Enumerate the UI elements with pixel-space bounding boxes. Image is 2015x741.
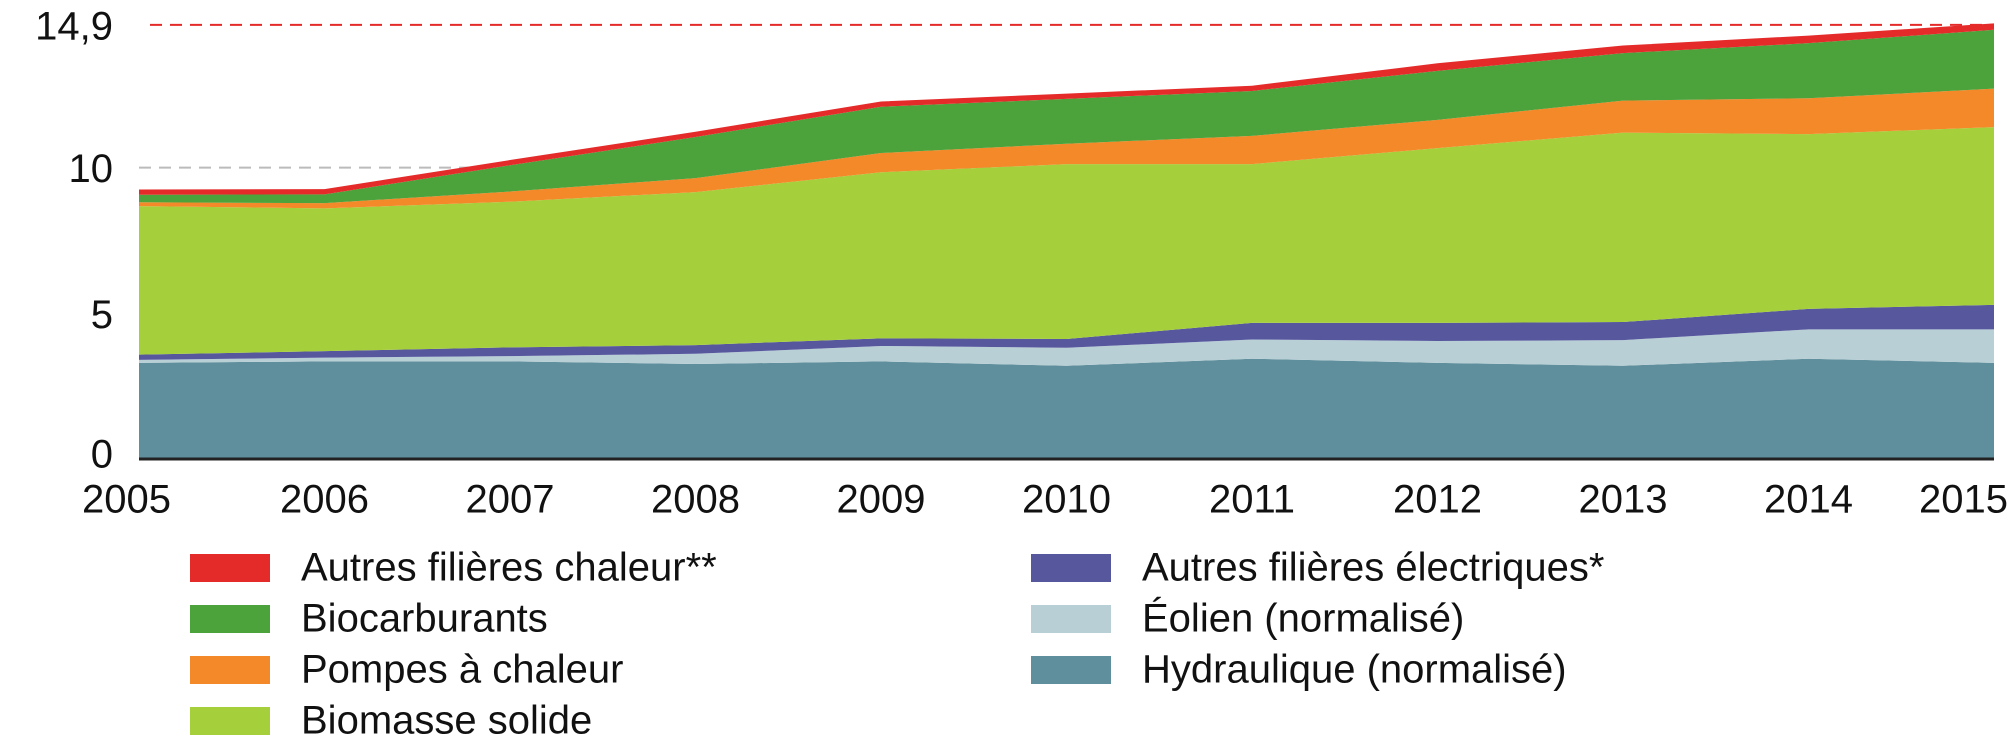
y-tick-label: 0 xyxy=(91,433,113,477)
y-tick-label: 5 xyxy=(91,293,113,337)
area xyxy=(139,329,1994,366)
legend-label: Pompes à chaleur xyxy=(301,648,623,692)
legend-label: Éolien (normalisé) xyxy=(1142,596,1464,641)
area xyxy=(139,29,1994,204)
legend-swatch xyxy=(190,656,270,684)
area xyxy=(139,88,1994,209)
x-tick-label: 2010 xyxy=(1022,478,1111,522)
x-tick-label: 2006 xyxy=(280,478,369,522)
legend-label: Biomasse solide xyxy=(301,699,592,736)
x-tick-label: 2011 xyxy=(1209,478,1295,522)
x-tick-label: 2009 xyxy=(837,478,926,522)
legend-swatch xyxy=(190,554,270,582)
x-tick-label: 2008 xyxy=(651,478,740,522)
x-tick-label: 2012 xyxy=(1393,478,1482,522)
x-tick-label: 2014 xyxy=(1764,478,1853,522)
area xyxy=(139,358,1994,459)
legend-swatch xyxy=(190,707,270,735)
legend-swatch xyxy=(1031,605,1111,633)
y-tick-label: 14,9 xyxy=(35,4,113,48)
x-tick-label: 2005 xyxy=(82,478,171,522)
legend-label: Autres filières électriques* xyxy=(1142,546,1604,590)
legend-label: Biocarburants xyxy=(301,597,548,641)
legend-swatch xyxy=(1031,656,1111,684)
legend-swatch xyxy=(190,605,270,633)
x-tick-label: 2013 xyxy=(1579,478,1668,522)
area xyxy=(139,304,1994,360)
area xyxy=(139,23,1994,195)
legend-label: Autres filières chaleur** xyxy=(301,546,717,590)
legend-swatch xyxy=(1031,554,1111,582)
x-tick-label: 2015 xyxy=(1919,478,2008,522)
y-tick-label: 10 xyxy=(69,147,114,191)
area xyxy=(139,127,1994,355)
x-tick-label: 2007 xyxy=(466,478,555,522)
legend-label: Hydraulique (normalisé) xyxy=(1142,648,1567,692)
